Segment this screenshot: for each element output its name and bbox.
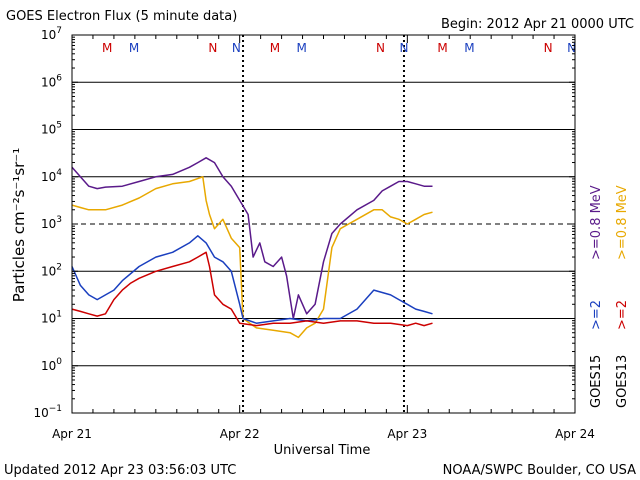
x-tick-label: Apr 22 bbox=[220, 427, 260, 441]
legend-entry: GOES15 bbox=[589, 355, 604, 408]
y-tick-label: 101 bbox=[41, 310, 62, 326]
y-tick-label: 103 bbox=[41, 215, 62, 231]
legend-entry: >=2 bbox=[615, 300, 630, 330]
y-axis-ticks: 107 106 105 104 103 102 101 100 10−1 bbox=[33, 26, 575, 420]
legend-entry: >=0.8 MeV bbox=[589, 185, 604, 260]
x-axis-label: Universal Time bbox=[274, 443, 371, 458]
y-tick-label: 10−1 bbox=[33, 404, 62, 420]
satellite-marker: M bbox=[129, 41, 139, 55]
y-tick-label: 102 bbox=[41, 262, 62, 278]
day-marks bbox=[242, 35, 405, 413]
series-line-1 bbox=[71, 176, 433, 339]
satellite-marker: N bbox=[376, 41, 385, 55]
legend: GOES15 >=2 >=0.8 MeV GOES13 >=2 >=0.8 MeV bbox=[589, 185, 630, 408]
updated-timestamp: Updated 2012 Apr 23 03:56:03 UTC bbox=[4, 463, 236, 478]
legend-entry: >=2 bbox=[589, 300, 604, 330]
satellite-marker: M bbox=[270, 41, 280, 55]
x-tick-label: Apr 24 bbox=[555, 427, 595, 441]
x-axis-ticks: Apr 21 Apr 22 Apr 23 Apr 24 bbox=[52, 35, 595, 441]
satellite-marker: M bbox=[464, 41, 474, 55]
satellite-marker: N bbox=[208, 41, 217, 55]
series-line-3 bbox=[71, 251, 433, 327]
satellite-marker: N bbox=[567, 41, 576, 55]
begin-timestamp: Begin: 2012 Apr 21 0000 UTC bbox=[441, 17, 634, 32]
credit: NOAA/SWPC Boulder, CO USA bbox=[443, 463, 636, 478]
series-line-2 bbox=[71, 235, 433, 324]
y-tick-label: 100 bbox=[41, 357, 62, 373]
y-tick-label: 105 bbox=[41, 121, 62, 137]
y-axis-label: Particles cm⁻²s⁻¹sr⁻¹ bbox=[10, 148, 28, 302]
flux-series bbox=[71, 157, 433, 339]
legend-entry: >=0.8 MeV bbox=[615, 185, 630, 260]
chart-title: GOES Electron Flux (5 minute data) bbox=[6, 9, 237, 24]
satellite-marker: M bbox=[437, 41, 447, 55]
satellite-marker: N bbox=[232, 41, 241, 55]
satellite-marker: M bbox=[297, 41, 307, 55]
x-tick-label: Apr 23 bbox=[387, 427, 427, 441]
satellite-marker: N bbox=[399, 41, 408, 55]
satellite-marker: N bbox=[544, 41, 553, 55]
y-tick-label: 106 bbox=[41, 73, 62, 89]
y-tick-label: 107 bbox=[41, 26, 62, 42]
x-tick-label: Apr 21 bbox=[52, 427, 92, 441]
legend-entry: GOES13 bbox=[615, 355, 630, 408]
series-line-0 bbox=[71, 157, 433, 320]
y-tick-label: 104 bbox=[41, 168, 62, 184]
satellite-marker: M bbox=[102, 41, 112, 55]
